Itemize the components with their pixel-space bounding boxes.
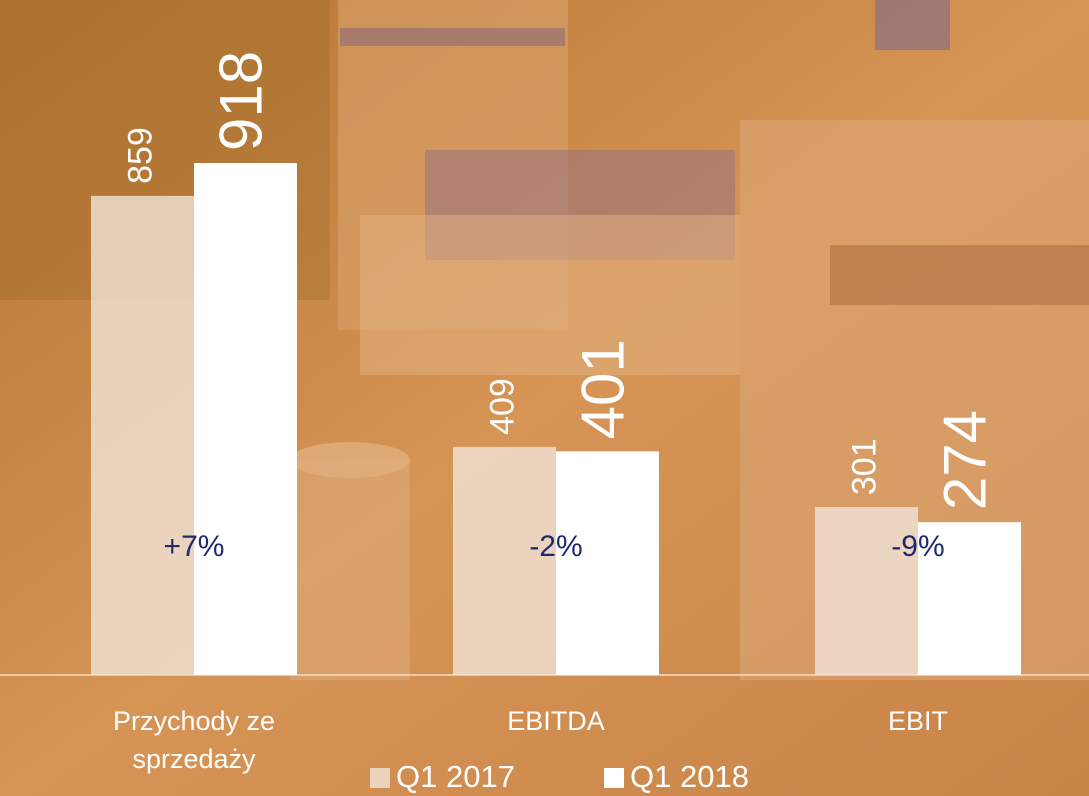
bar [556,451,659,675]
bar [815,507,918,675]
legend-swatch [370,768,390,788]
legend-label: Q1 2017 [396,759,515,794]
bar [91,195,194,675]
bar [453,446,556,675]
value-label: 409 [483,378,521,435]
value-label: 301 [845,438,883,495]
x-tick-label: Przychody ze sprzedaży [112,706,276,774]
value-label: 859 [121,127,159,184]
bar [918,522,1021,675]
value-label: 274 [931,410,998,510]
x-tick-label: EBIT [887,706,948,736]
x-tick-label: EBITDA [507,706,605,736]
value-label: 401 [569,339,636,439]
value-label: 918 [207,51,274,151]
legend-label: Q1 2018 [630,759,749,794]
bar [194,163,297,675]
change-label: -2% [529,530,582,563]
change-label: +7% [164,530,225,563]
legend-swatch [604,768,624,788]
change-label: -9% [891,530,944,563]
